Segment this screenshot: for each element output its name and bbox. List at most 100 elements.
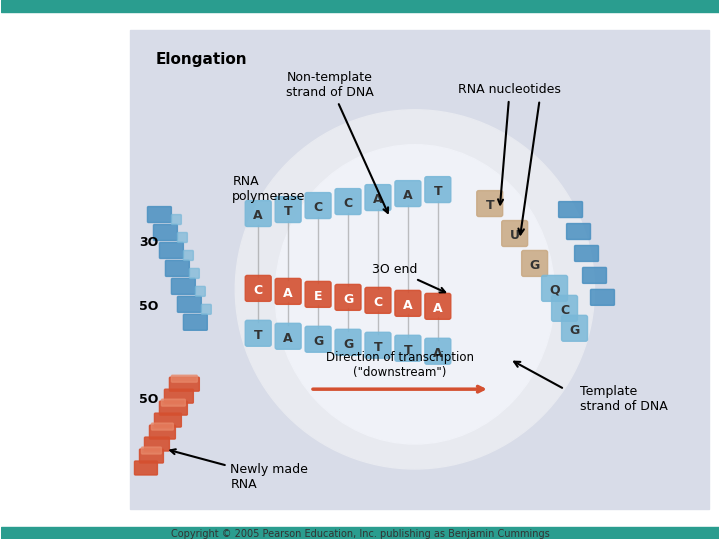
Text: T: T [485, 199, 494, 212]
Text: Non-template
strand of DNA: Non-template strand of DNA [286, 71, 388, 213]
FancyBboxPatch shape [365, 332, 391, 358]
FancyBboxPatch shape [590, 289, 614, 305]
Text: A: A [433, 302, 443, 315]
FancyBboxPatch shape [502, 220, 528, 246]
FancyBboxPatch shape [159, 401, 187, 415]
Text: T: T [284, 205, 292, 218]
FancyBboxPatch shape [202, 305, 211, 314]
FancyBboxPatch shape [151, 423, 174, 430]
FancyBboxPatch shape [171, 375, 197, 382]
Text: T: T [433, 185, 442, 198]
Text: A: A [284, 287, 293, 300]
Text: C: C [343, 197, 353, 210]
FancyBboxPatch shape [335, 285, 361, 310]
FancyBboxPatch shape [184, 314, 207, 330]
FancyBboxPatch shape [425, 293, 451, 319]
FancyBboxPatch shape [140, 449, 163, 463]
FancyBboxPatch shape [575, 246, 598, 261]
Text: C: C [313, 201, 323, 214]
FancyBboxPatch shape [552, 295, 577, 321]
FancyBboxPatch shape [166, 260, 189, 276]
Text: 3O: 3O [139, 236, 158, 249]
FancyBboxPatch shape [425, 338, 451, 364]
FancyBboxPatch shape [275, 279, 301, 305]
FancyBboxPatch shape [153, 225, 177, 240]
Bar [1, 0, 719, 12]
Text: Newly made
RNA: Newly made RNA [171, 449, 308, 491]
FancyBboxPatch shape [246, 200, 271, 226]
FancyBboxPatch shape [395, 335, 421, 361]
Text: A: A [373, 193, 383, 206]
FancyBboxPatch shape [177, 233, 187, 242]
FancyBboxPatch shape [582, 267, 606, 284]
Text: U: U [510, 229, 520, 242]
FancyBboxPatch shape [169, 377, 199, 391]
Text: E: E [314, 290, 323, 303]
FancyBboxPatch shape [161, 399, 185, 406]
FancyBboxPatch shape [246, 275, 271, 301]
FancyBboxPatch shape [365, 185, 391, 211]
FancyBboxPatch shape [275, 197, 301, 222]
FancyBboxPatch shape [305, 193, 331, 219]
FancyBboxPatch shape [195, 286, 205, 296]
FancyBboxPatch shape [150, 425, 176, 439]
FancyBboxPatch shape [177, 296, 202, 312]
FancyBboxPatch shape [184, 251, 194, 260]
FancyBboxPatch shape [425, 177, 451, 202]
Ellipse shape [275, 145, 554, 444]
FancyBboxPatch shape [567, 224, 590, 239]
Text: 5O: 5O [139, 300, 158, 313]
FancyBboxPatch shape [145, 437, 169, 451]
Text: G: G [343, 338, 353, 351]
FancyBboxPatch shape [335, 329, 361, 355]
Text: A: A [403, 189, 413, 202]
FancyBboxPatch shape [148, 207, 171, 222]
FancyBboxPatch shape [477, 191, 503, 217]
Text: T: T [374, 341, 382, 354]
Ellipse shape [235, 110, 595, 469]
Text: G: G [529, 259, 540, 272]
FancyBboxPatch shape [365, 287, 391, 313]
FancyBboxPatch shape [541, 275, 567, 301]
Text: 5O: 5O [139, 393, 158, 406]
FancyBboxPatch shape [141, 447, 161, 454]
Text: Elongation: Elongation [156, 52, 247, 67]
Bar [1, 527, 719, 539]
FancyBboxPatch shape [135, 461, 158, 475]
Text: T: T [254, 329, 263, 342]
FancyBboxPatch shape [164, 389, 194, 403]
FancyBboxPatch shape [189, 268, 199, 279]
Text: A: A [284, 332, 293, 345]
Text: A: A [403, 299, 413, 312]
Text: C: C [374, 296, 382, 309]
Text: A: A [433, 347, 443, 360]
FancyBboxPatch shape [395, 291, 421, 316]
Text: C: C [560, 304, 569, 317]
Text: Template
strand of DNA: Template strand of DNA [580, 385, 667, 413]
Text: G: G [343, 293, 353, 306]
FancyBboxPatch shape [159, 242, 184, 259]
Text: A: A [253, 209, 263, 222]
FancyBboxPatch shape [305, 326, 331, 352]
FancyBboxPatch shape [171, 279, 195, 294]
Text: Q: Q [549, 284, 560, 297]
FancyBboxPatch shape [246, 320, 271, 346]
Text: 3O end: 3O end [372, 263, 445, 293]
FancyBboxPatch shape [562, 315, 588, 341]
Text: RNA
polymerase: RNA polymerase [233, 174, 306, 202]
Text: T: T [404, 344, 413, 357]
FancyBboxPatch shape [335, 188, 361, 214]
FancyBboxPatch shape [154, 413, 181, 427]
FancyBboxPatch shape [275, 323, 301, 349]
FancyBboxPatch shape [305, 281, 331, 307]
Bar [130, 30, 709, 509]
Text: G: G [570, 324, 580, 337]
Text: RNA nucleotides: RNA nucleotides [458, 83, 561, 205]
Text: G: G [313, 335, 323, 348]
Text: Direction of transcription
("downstream"): Direction of transcription ("downstream"… [326, 351, 474, 379]
FancyBboxPatch shape [395, 180, 421, 207]
Text: Copyright © 2005 Pearson Education, Inc. publishing as Benjamin Cummings: Copyright © 2005 Pearson Education, Inc.… [171, 529, 549, 539]
FancyBboxPatch shape [559, 201, 582, 218]
FancyBboxPatch shape [171, 214, 181, 225]
FancyBboxPatch shape [522, 251, 548, 276]
